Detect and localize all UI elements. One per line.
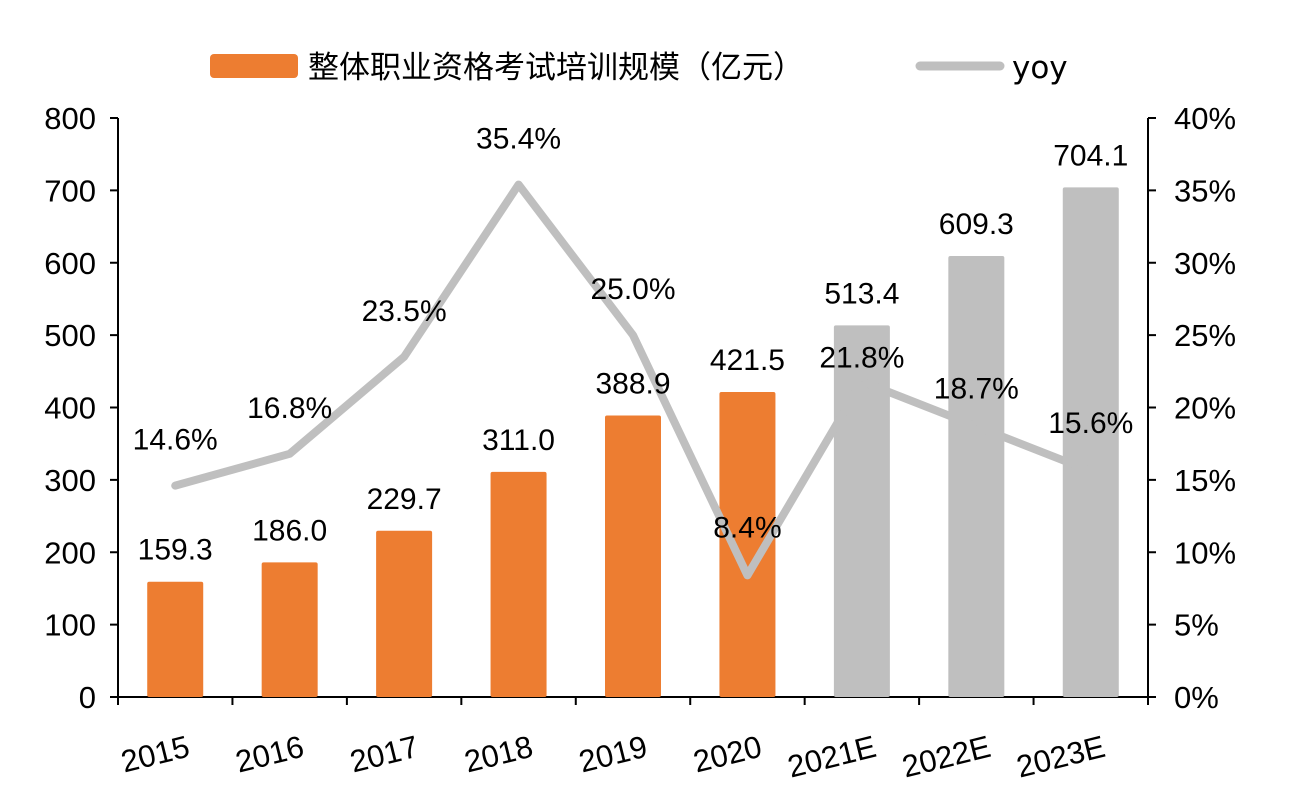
bar-data-label: 229.7 <box>367 483 442 516</box>
yoy-data-label: 35.4% <box>476 123 561 156</box>
bar-data-label: 159.3 <box>138 534 213 567</box>
yoy-point <box>403 356 405 358</box>
bar <box>948 256 1005 697</box>
x-axis-tick-label: 2020 <box>690 729 765 780</box>
bar-data-label: 421.5 <box>710 344 785 377</box>
right-axis-tick-label: 5% <box>1174 608 1219 643</box>
left-axis-tick-label: 500 <box>44 318 96 353</box>
left-axis-tick-label: 700 <box>44 173 96 208</box>
x-axis-tick-label: 2022E <box>899 729 994 785</box>
bar-data-label: 311.0 <box>482 424 555 457</box>
bar <box>376 530 433 697</box>
legend: 整体职业资格考试培训规模（亿元） yoy <box>210 50 1068 86</box>
bar <box>719 391 776 697</box>
left-axis-tick-label: 400 <box>44 391 96 426</box>
bar-data-label: 513.4 <box>824 277 899 310</box>
yoy-data-label: 21.8% <box>819 341 904 374</box>
right-axis-tick-label: 10% <box>1174 535 1236 570</box>
legend-line-label: yoy <box>1012 50 1068 86</box>
x-axis-tick-label: 2018 <box>461 729 536 780</box>
yoy-point <box>861 380 863 382</box>
bar-data-label: 704.1 <box>1053 139 1128 172</box>
yoy-point <box>1090 470 1092 472</box>
yoy-point <box>746 574 748 576</box>
right-axis-tick-label: 0% <box>1174 680 1219 715</box>
legend-bar-label: 整体职业资格考试培训规模（亿元） <box>308 50 804 86</box>
bar-data-label: 609.3 <box>939 208 1014 241</box>
yoy-point <box>289 453 291 455</box>
left-axis-tick-label: 100 <box>44 608 96 643</box>
bar-series <box>147 187 1119 697</box>
bar-data-label: 388.9 <box>595 368 670 401</box>
yoy-point <box>632 334 634 336</box>
bar <box>1062 187 1119 697</box>
yoy-data-label: 8.4% <box>713 511 781 544</box>
x-axis-tick-label: 2023E <box>1013 729 1108 785</box>
x-axis-tick-label: 2021E <box>784 729 879 785</box>
yoy-point <box>174 485 176 487</box>
yoy-point <box>518 184 520 186</box>
right-axis-tick-label: 20% <box>1174 391 1236 426</box>
x-axis-tick-label: 2015 <box>118 729 193 780</box>
left-axis-tick-label: 300 <box>44 463 96 498</box>
yoy-data-label: 25.0% <box>590 273 675 306</box>
x-axis-tick-label: 2016 <box>232 729 307 780</box>
left-axis-tick-label: 600 <box>44 246 96 281</box>
right-axis-tick-label: 25% <box>1174 318 1236 353</box>
left-axis-tick-label: 0 <box>79 680 96 715</box>
bar <box>605 415 661 697</box>
x-axis-tick-label: 2017 <box>346 729 421 780</box>
yoy-point <box>975 425 977 427</box>
yoy-data-label: 14.6% <box>133 424 218 457</box>
right-axis-tick-label: 30% <box>1174 246 1236 281</box>
data-labels: 159.3 186.0 229.7 311.0 388.9 421.5 513.4 609.3… <box>133 123 1134 567</box>
yoy-data-label: 15.6% <box>1048 407 1133 440</box>
yoy-data-label: 23.5% <box>362 295 447 328</box>
right-axis-tick-label: 35% <box>1174 173 1236 208</box>
bar-data-label: 186.0 <box>252 514 327 547</box>
left-axis-tick-label: 800 <box>44 101 96 136</box>
bar <box>833 325 890 697</box>
bar <box>261 562 318 697</box>
yoy-data-label: 18.7% <box>934 372 1019 405</box>
right-axis-tick-label: 40% <box>1174 101 1236 136</box>
legend-bar-swatch <box>210 54 298 78</box>
yoy-data-label: 16.8% <box>247 392 332 425</box>
right-axis-tick-label: 15% <box>1174 463 1236 498</box>
bar <box>147 581 204 697</box>
bar <box>490 471 547 697</box>
x-axis-tick-label: 2019 <box>575 729 650 780</box>
left-axis-tick-label: 200 <box>44 535 96 570</box>
line-series <box>171 180 1095 580</box>
